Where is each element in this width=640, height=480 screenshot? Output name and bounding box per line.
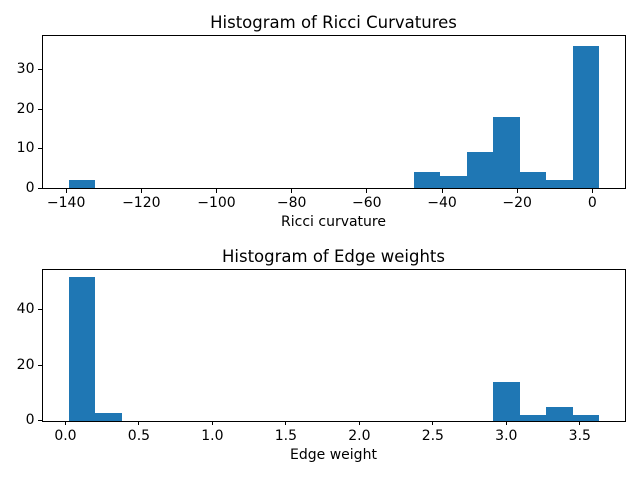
x-tick-label: −80 — [276, 195, 307, 211]
histogram-bar — [492, 117, 520, 188]
histogram-bar — [545, 180, 573, 188]
histogram-bar — [519, 414, 546, 421]
y-tick-label: 20 — [16, 100, 35, 117]
x-tick — [215, 189, 217, 193]
x-tick — [138, 421, 140, 425]
x-tick-label: −120 — [122, 195, 161, 211]
histogram-bar — [466, 152, 493, 188]
x-tick — [65, 189, 67, 193]
y-tick-label: 20 — [16, 356, 35, 373]
x-tick-label: 3.5 — [568, 427, 591, 444]
chart-title: Histogram of Edge weights — [222, 246, 445, 266]
y-tick — [37, 108, 42, 110]
x-tick-label: −140 — [46, 195, 86, 211]
x-tick — [291, 189, 293, 193]
x-tick — [366, 189, 368, 193]
x-tick-label: 0.5 — [127, 427, 151, 444]
plot-area — [41, 268, 626, 422]
histogram-bar — [492, 381, 520, 421]
x-tick — [285, 421, 287, 425]
x-axis-label: Ricci curvature — [281, 214, 386, 230]
x-tick-label: 1.0 — [201, 427, 224, 444]
x-tick-label: −60 — [352, 195, 382, 211]
histogram-bar — [68, 180, 95, 188]
x-tick-label: 2.0 — [348, 427, 371, 444]
x-tick — [579, 421, 581, 425]
x-tick — [516, 189, 518, 193]
x-tick — [64, 421, 66, 425]
x-tick-label: −20 — [502, 195, 532, 211]
histogram-bar — [439, 176, 467, 188]
x-tick-label: 0.0 — [54, 427, 77, 444]
histogram-bar — [94, 412, 122, 421]
y-tick — [37, 187, 42, 189]
y-tick — [37, 420, 42, 421]
x-tick-label: 3.0 — [495, 427, 518, 444]
y-tick — [37, 309, 42, 311]
y-tick-label: 40 — [16, 301, 35, 318]
plot-area — [41, 35, 626, 189]
x-tick — [505, 421, 507, 425]
x-tick — [358, 421, 360, 425]
y-tick — [37, 148, 42, 150]
histogram-bar — [413, 172, 440, 188]
y-tick-label: 30 — [16, 61, 35, 78]
histogram-bar — [545, 406, 573, 421]
chart-title: Histogram of Ricci Curvatures — [210, 13, 457, 32]
y-tick — [37, 364, 42, 366]
y-tick-label: 0 — [25, 412, 35, 428]
histogram-bar — [572, 46, 599, 188]
x-tick-label: −40 — [427, 195, 457, 211]
x-tick-label: 1.5 — [274, 427, 297, 444]
x-tick — [432, 421, 434, 425]
histogram-bar — [519, 172, 546, 188]
y-tick — [37, 69, 42, 71]
histogram-bar — [68, 276, 95, 421]
x-axis-label: Edge weight — [290, 446, 377, 463]
histogram-bar — [572, 414, 599, 421]
x-tick — [140, 189, 142, 193]
x-tick — [441, 189, 443, 193]
x-tick-label: −100 — [197, 195, 236, 211]
y-tick-label: 0 — [25, 179, 35, 196]
x-tick — [591, 189, 593, 193]
x-tick-label: 2.5 — [421, 427, 444, 444]
y-tick-label: 10 — [16, 140, 35, 157]
x-tick-label: 0 — [587, 195, 597, 211]
x-tick — [211, 421, 213, 425]
